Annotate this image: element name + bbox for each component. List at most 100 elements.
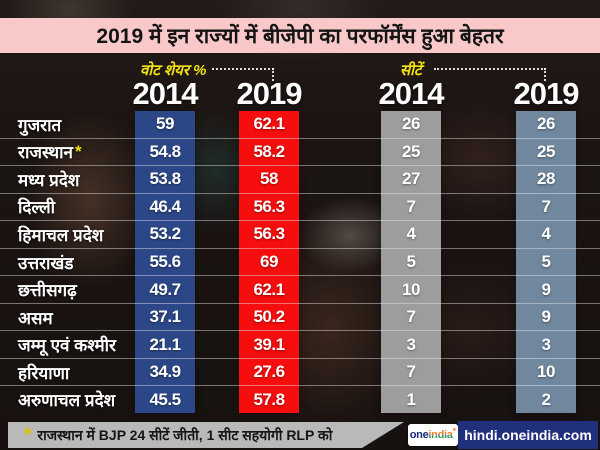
table-row: छत्तीसगढ़ 49.7 62.1 10 9 xyxy=(0,276,600,304)
state-label: उत्तराखंड xyxy=(18,249,75,276)
table-row: जम्मू एवं कश्मीर 21.1 39.1 3 3 xyxy=(0,331,600,359)
column-header-seats-2014: 2014 xyxy=(378,76,445,111)
seats-2014-value: 26 xyxy=(402,114,420,134)
seats-2014-value: 10 xyxy=(402,279,420,299)
state-label: जम्मू एवं कश्मीर xyxy=(18,331,118,358)
seats-group-label: सीटें xyxy=(400,62,422,79)
state-name: छत्तीसगढ़ xyxy=(18,281,77,301)
column-header-seats-2019: 2019 xyxy=(513,76,580,111)
seats-2019-column-bar xyxy=(516,111,576,413)
seats-2014-value: 1 xyxy=(406,389,416,409)
table-row: हिमाचल प्रदेश 53.2 56.3 4 4 xyxy=(0,221,600,249)
table-row: हरियाणा 34.9 27.6 7 10 xyxy=(0,359,600,387)
state-name: जम्मू एवं कश्मीर xyxy=(18,336,116,356)
state-name: हिमाचल प्रदेश xyxy=(18,225,104,245)
voteshare-2019-value: 58.2 xyxy=(253,141,285,161)
seats-2019-value: 28 xyxy=(537,169,555,189)
state-asterisk: * xyxy=(74,141,82,161)
voteshare-2014-column-bar xyxy=(135,111,195,413)
voteshare-2014-value: 45.5 xyxy=(149,389,181,409)
site-url-bar: hindi.oneindia.com xyxy=(458,421,598,449)
table-row: अरुणाचल प्रदेश 45.5 57.8 1 2 xyxy=(0,386,600,413)
logo-india-text: india xyxy=(428,429,453,441)
state-name: गुजरात xyxy=(18,115,62,135)
state-name: अरुणाचल प्रदेश xyxy=(18,391,116,411)
logo-dot-icon: ● xyxy=(452,427,457,433)
voteshare-2019-value: 50.2 xyxy=(253,307,285,327)
voteshare-2019-value: 56.3 xyxy=(253,224,285,244)
voteshare-2014-value: 54.8 xyxy=(149,141,181,161)
seats-2019-value: 26 xyxy=(537,114,555,134)
state-name: मध्य प्रदेश xyxy=(18,170,80,190)
seats-2014-value: 5 xyxy=(406,252,416,271)
voteshare-2019-value: 58 xyxy=(260,169,278,189)
seats-2014-value: 25 xyxy=(402,141,420,161)
state-name: हरियाणा xyxy=(18,363,70,383)
voteshare-2019-value: 27.6 xyxy=(253,362,285,382)
state-label: राजस्थान * xyxy=(18,139,82,166)
voteshare-2019-value: 39.1 xyxy=(253,334,285,354)
state-label: अरुणाचल प्रदेश xyxy=(18,386,117,413)
voteshare-2014-value: 21.1 xyxy=(149,334,181,354)
footnote-asterisk: * xyxy=(24,424,32,446)
vote-share-dotted-tick xyxy=(272,68,274,81)
seats-2014-value: 7 xyxy=(406,307,416,327)
voteshare-2014-value: 55.6 xyxy=(149,252,181,271)
seats-dotted-tick xyxy=(544,68,546,81)
title-bar: 2019 में इन राज्यों में बीजेपी का परफॉर्… xyxy=(0,18,600,53)
voteshare-2019-value: 56.3 xyxy=(253,196,285,216)
seats-2019-value: 4 xyxy=(541,224,551,244)
table-row: गुजरात 59 62.1 26 26 xyxy=(0,111,600,139)
seats-2019-value: 3 xyxy=(541,334,551,354)
seats-2014-value: 3 xyxy=(406,334,416,354)
seats-2014-value: 27 xyxy=(402,169,420,189)
state-label: दिल्ली xyxy=(18,194,57,221)
table-row: मध्य प्रदेश 53.8 58 27 28 xyxy=(0,166,600,194)
table-row: उत्तराखंड 55.6 69 5 5 xyxy=(0,249,600,277)
table-row: असम 37.1 50.2 7 9 xyxy=(0,304,600,332)
column-header-voteshare-2019: 2019 xyxy=(236,76,303,111)
voteshare-2019-value: 69 xyxy=(260,252,278,271)
vote-share-dotted-line xyxy=(212,68,274,70)
state-label: हिमाचल प्रदेश xyxy=(18,221,105,248)
state-label: गुजरात xyxy=(18,111,63,138)
seats-2019-value: 7 xyxy=(541,196,551,216)
oneindia-logo: one india ● xyxy=(408,424,458,446)
footnote-banner: * राजस्थान में BJP 24 सीटें जीती, 1 सीट … xyxy=(8,422,404,448)
state-name: दिल्ली xyxy=(18,198,56,218)
seats-2019-value: 2 xyxy=(541,389,551,409)
voteshare-2014-value: 37.1 xyxy=(149,307,181,327)
state-name: असम xyxy=(18,308,53,328)
logo-one-text: one xyxy=(409,429,429,441)
seats-2014-value: 4 xyxy=(406,224,416,244)
seats-2019-value: 5 xyxy=(541,252,551,271)
page-title: 2019 में इन राज्यों में बीजेपी का परफॉर्… xyxy=(96,24,504,48)
seats-2014-column-bar xyxy=(381,111,441,413)
table-row: राजस्थान * 54.8 58.2 25 25 xyxy=(0,139,600,167)
seats-dotted-line xyxy=(434,68,546,70)
voteshare-2019-value: 57.8 xyxy=(253,389,285,409)
table-rows: गुजरात 59 62.1 26 26 राजस्थान * 54.8 58.2… xyxy=(0,111,600,413)
table-row: दिल्ली 46.4 56.3 7 7 xyxy=(0,194,600,222)
state-label: मध्य प्रदेश xyxy=(18,166,81,193)
column-header-voteshare-2014: 2014 xyxy=(132,76,199,111)
state-name: राजस्थान xyxy=(18,143,73,163)
voteshare-2014-value: 46.4 xyxy=(149,196,181,216)
voteshare-2014-value: 53.8 xyxy=(149,169,181,189)
site-url: hindi.oneindia.com xyxy=(464,427,592,443)
voteshare-2014-value: 49.7 xyxy=(149,279,181,299)
voteshare-2014-value: 34.9 xyxy=(149,362,181,382)
seats-2014-value: 7 xyxy=(406,362,416,382)
voteshare-2014-value: 53.2 xyxy=(149,224,181,244)
seats-2014-value: 7 xyxy=(406,196,416,216)
seats-2019-value: 9 xyxy=(541,279,551,299)
seats-2019-value: 25 xyxy=(537,141,555,161)
footnote-text: राजस्थान में BJP 24 सीटें जीती, 1 सीट सह… xyxy=(37,426,333,443)
vote-share-group-label: वोट शेयर % xyxy=(140,62,207,79)
state-label: हरियाणा xyxy=(18,359,71,386)
state-label: असम xyxy=(18,304,55,331)
voteshare-2014-value: 59 xyxy=(156,114,174,134)
seats-2019-value: 9 xyxy=(541,307,551,327)
